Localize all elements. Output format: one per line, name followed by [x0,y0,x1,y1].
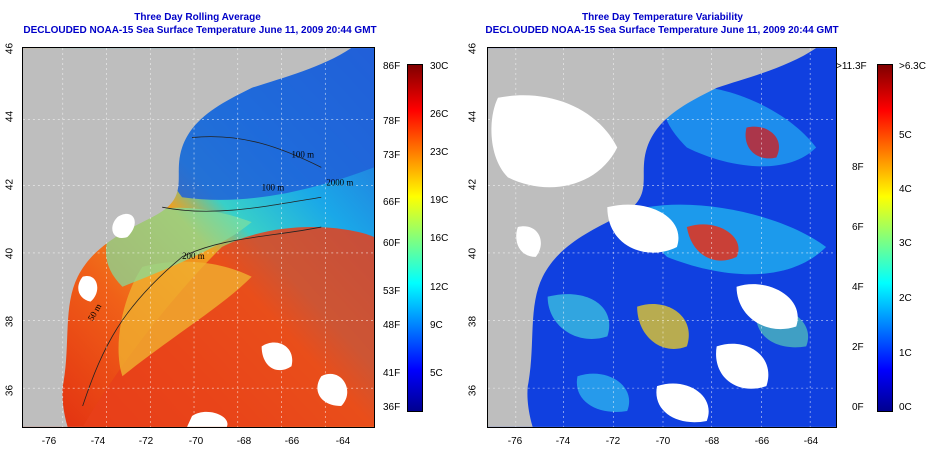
left-colorbar-c-label: 12C [430,282,449,293]
right-colorbar-c-label: 0C [899,402,912,413]
left-colorbar-f-label: 53F [383,286,401,297]
right-variability-map [487,47,837,428]
left-gulf-stream [82,227,374,427]
left-colorbar [407,64,423,412]
left-lon-label: -72 [138,436,154,447]
right-colorbar-c-label: >6.3C [899,61,926,72]
left-land-mass [23,48,352,427]
left-colorbar-f-label: 48F [383,320,401,331]
left-lon-label: -76 [41,436,57,447]
left-lon-label: -70 [188,436,204,447]
right-lon-label: -74 [555,436,571,447]
right-colorbar-f-label: 8F [852,162,864,173]
right-map-title: Three Day Temperature Variability [582,12,743,23]
left-lat-label: 38 [4,315,16,328]
right-lon-label: -76 [507,436,523,447]
left-lat-label: 42 [4,178,16,191]
left-contour-label-3: 100 m [262,182,285,192]
left-lat-label: 46 [4,42,16,55]
right-lat-label: 42 [467,178,479,191]
right-colorbar-f-label: 2F [852,342,864,353]
right-colorbar [877,64,893,412]
right-lon-label: -66 [754,436,770,447]
left-colorbar-c-label: 26C [430,109,449,120]
left-grid [23,48,374,427]
right-colorbar-f-label: >11.3F [836,61,867,72]
left-colorbar-f-label: 66F [383,197,401,208]
right-colorbar-c-label: 5C [899,130,912,141]
right-lat-label: 46 [467,42,479,55]
right-colorbar-c-label: 3C [899,238,912,249]
right-colorbar-f-label: 0F [852,402,864,413]
left-shelf-water [105,207,252,287]
left-lon-label: -68 [236,436,252,447]
left-contour-label-2: 2000 m [326,177,353,187]
right-lon-label: -68 [704,436,720,447]
left-colorbar-f-label: 78F [383,116,401,127]
right-colorbar-c-label: 2C [899,293,912,304]
left-colorbar-f-label: 60F [383,238,401,249]
right-lon-label: -64 [803,436,819,447]
left-map-title: Three Day Rolling Average [134,12,261,23]
right-lat-label: 40 [467,247,479,260]
left-lon-label: -74 [90,436,106,447]
right-lon-label: -70 [655,436,671,447]
right-lat-label: 36 [467,384,479,397]
left-lat-label: 44 [4,110,16,123]
right-colorbar-f-label: 6F [852,222,864,233]
left-bathymetry-contours [82,136,322,407]
left-colorbar-c-label: 30C [430,61,449,72]
right-map-subtitle: DECLOUDED NOAA-15 Sea Surface Temperatur… [485,25,839,36]
left-sst-map: 100 m 2000 m 100 m 200 m 50 m [22,47,375,428]
right-lat-label: 44 [467,110,479,123]
left-colorbar-c-label: 19C [430,195,449,206]
left-contour-label-4: 200 m [182,251,205,261]
right-lon-label: -72 [605,436,621,447]
right-grid [488,48,836,427]
left-colorbar-f-label: 86F [383,61,401,72]
left-lon-label: -64 [335,436,351,447]
right-colorbar-c-label: 1C [899,348,912,359]
left-colorbar-c-label: 16C [430,233,449,244]
right-colorbar-f-label: 4F [852,282,864,293]
right-lat-label: 38 [467,315,479,328]
left-lat-label: 40 [4,247,16,260]
right-colorbar-c-label: 4C [899,184,912,195]
left-contour-label-1: 100 m [291,149,314,159]
left-map-subtitle: DECLOUDED NOAA-15 Sea Surface Temperatur… [23,25,377,36]
left-lon-label: -66 [284,436,300,447]
right-variability-patches [547,85,827,412]
left-colorbar-f-label: 41F [383,368,401,379]
left-colorbar-f-label: 73F [383,150,401,161]
left-slope-water [118,261,252,377]
right-cloud-mask [491,95,798,423]
left-colorbar-c-label: 9C [430,320,443,331]
left-colorbar-f-label: 36F [383,402,401,413]
left-lat-label: 36 [4,384,16,397]
left-colorbar-c-label: 5C [430,368,443,379]
left-colorbar-c-label: 23C [430,147,449,158]
